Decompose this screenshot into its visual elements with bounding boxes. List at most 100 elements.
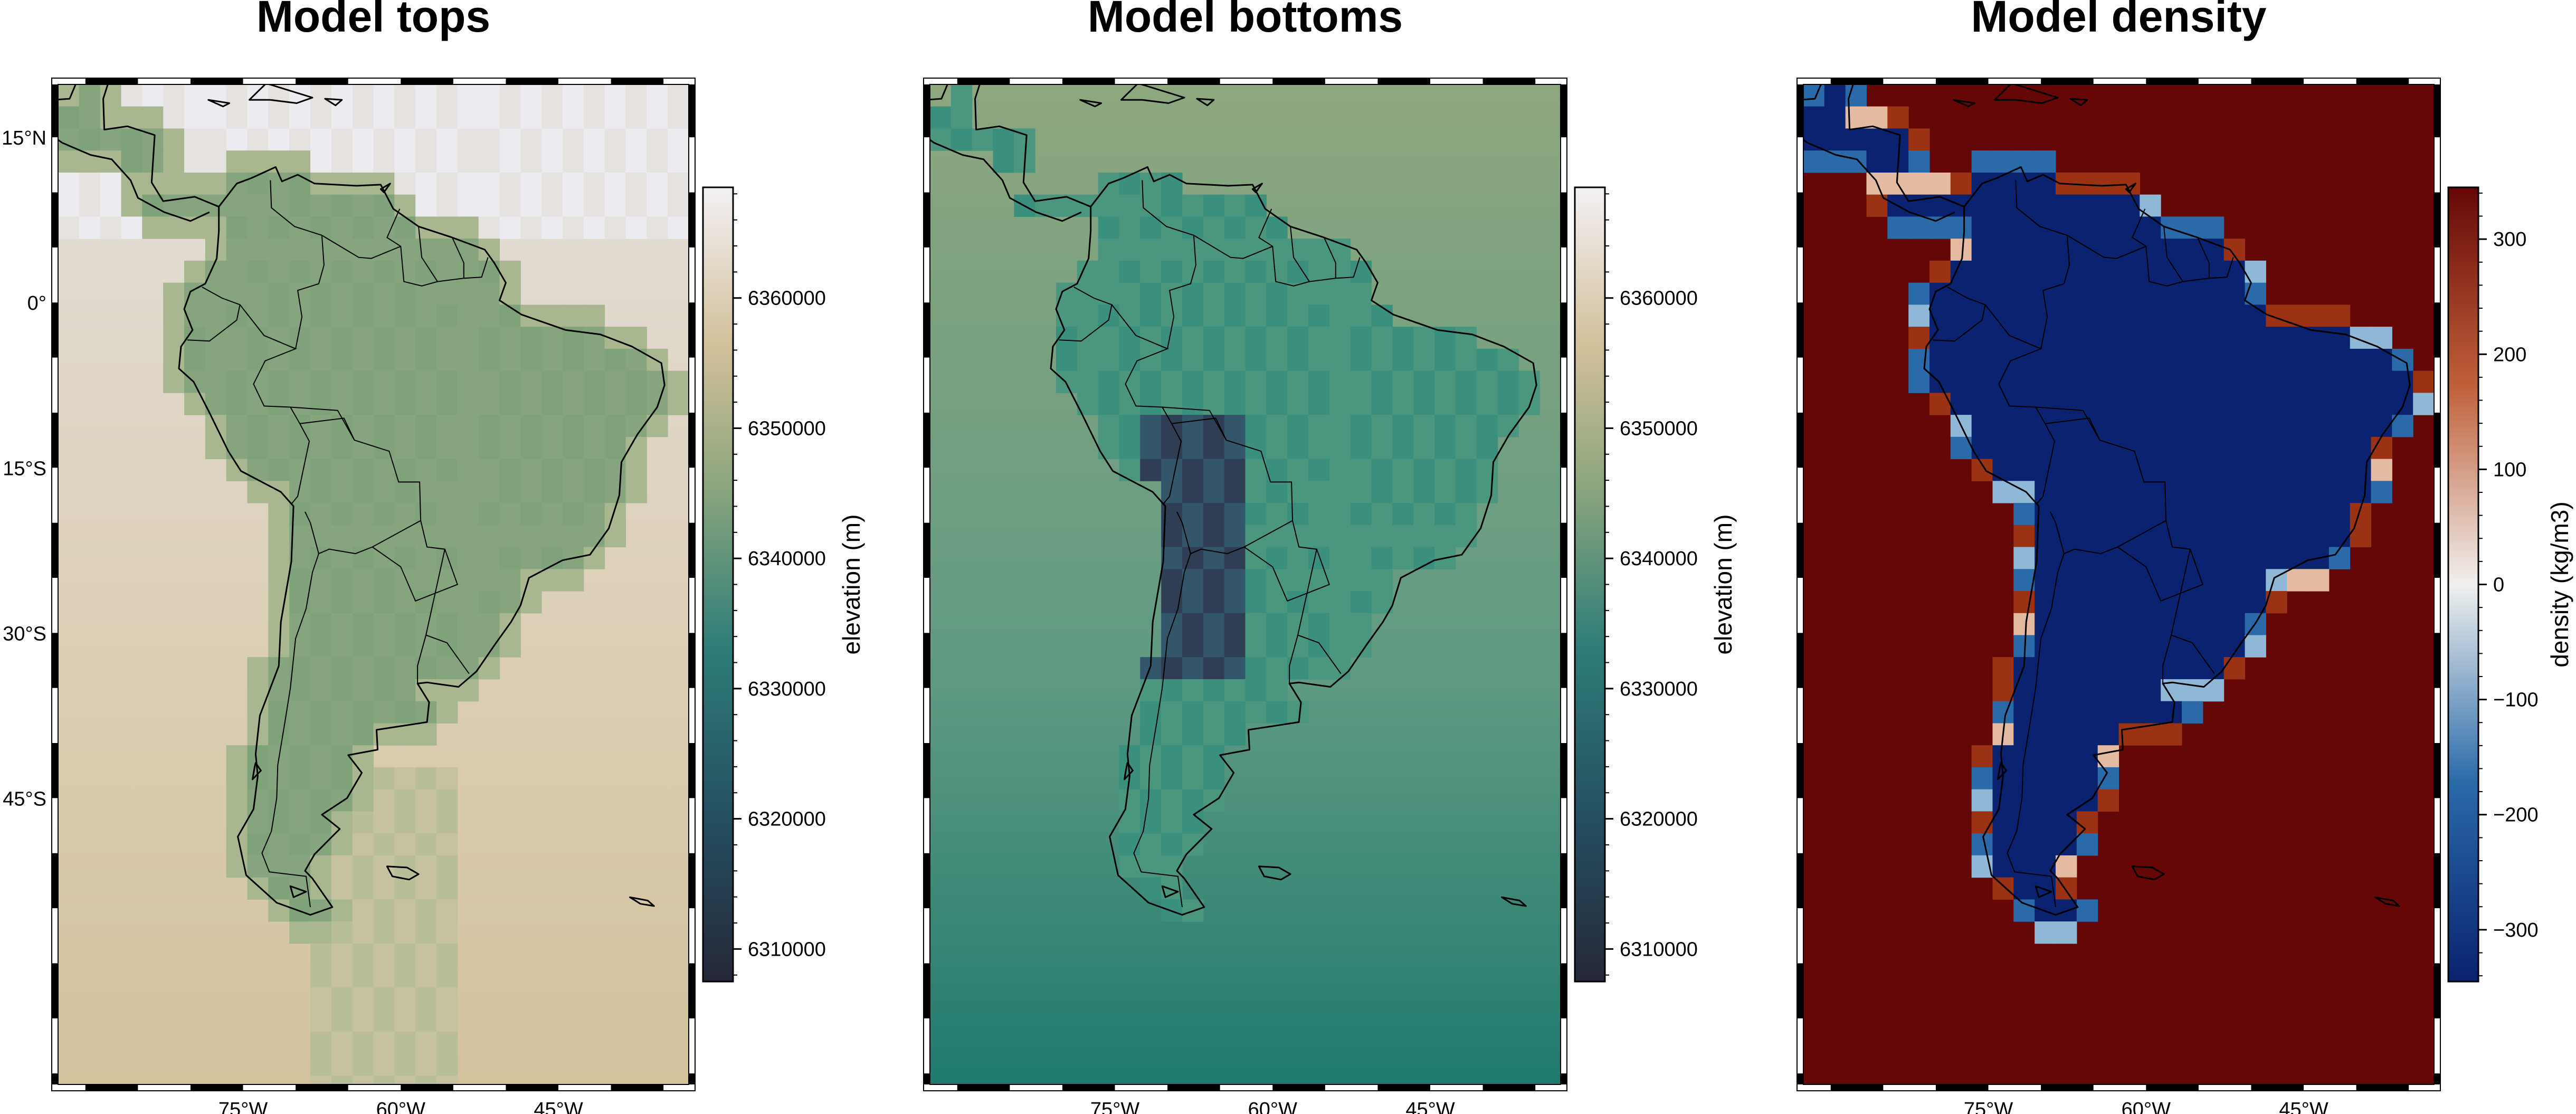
grid-cell xyxy=(993,128,1014,151)
island-coastline xyxy=(252,762,262,780)
country-border xyxy=(1133,553,1191,908)
grid-cell xyxy=(2013,613,2035,636)
grid-cell xyxy=(2140,348,2161,372)
grid-cell xyxy=(1392,503,1414,526)
grid-cell xyxy=(2076,547,2098,569)
colorbar-label: elevation (m) xyxy=(1709,515,1737,655)
grid-cell xyxy=(2287,370,2308,393)
grid-cell xyxy=(310,194,332,217)
grid-cell xyxy=(2118,635,2140,658)
grid-cell xyxy=(1245,679,1267,702)
colorbar-tick-label: 0 xyxy=(2493,574,2504,596)
country-border xyxy=(270,180,325,349)
grid-cell xyxy=(2035,150,2056,173)
grid-cell xyxy=(1392,415,1414,437)
grid-cell xyxy=(2140,459,2161,481)
island-coastline xyxy=(324,98,343,107)
grid-cell xyxy=(226,370,248,393)
grid-cell xyxy=(1140,679,1162,702)
grid-cell xyxy=(436,525,458,548)
grid-cell xyxy=(2076,481,2098,503)
grid-cell xyxy=(1182,679,1204,702)
grid-cell xyxy=(457,239,479,261)
island-coastline xyxy=(207,99,231,108)
grid-cell xyxy=(478,327,500,349)
grid-cell xyxy=(457,150,479,173)
grid-cell xyxy=(394,547,416,569)
grid-cell xyxy=(1119,415,1140,437)
grid-cell xyxy=(373,767,395,790)
grid-cell xyxy=(1140,459,1162,481)
map-frame xyxy=(923,78,1567,1091)
grid-cell xyxy=(1434,415,1456,437)
grid-cell xyxy=(1350,503,1372,526)
grid-cell xyxy=(352,635,374,658)
grid-cell xyxy=(2223,657,2246,680)
grid-cell xyxy=(625,150,647,173)
grid-cell xyxy=(247,173,269,195)
grid-cell xyxy=(352,921,374,944)
grid-cell xyxy=(331,194,353,217)
grid-cell xyxy=(2140,436,2161,460)
grid-cell xyxy=(2161,282,2182,305)
grid-cell xyxy=(394,304,416,327)
grid-cell xyxy=(394,701,416,723)
grid-cell xyxy=(457,459,479,481)
grid-cell xyxy=(331,525,353,548)
grid-cell xyxy=(1203,591,1225,614)
grid-cell xyxy=(2076,723,2098,746)
grid-cell xyxy=(1455,481,1477,503)
grid-cell xyxy=(2118,657,2140,680)
grid-cell xyxy=(415,987,437,1010)
grid-cell xyxy=(2223,348,2246,372)
grid-cell xyxy=(1245,613,1267,636)
grid-cell xyxy=(1098,282,1120,305)
grid-cell xyxy=(310,547,332,569)
grid-cell xyxy=(436,304,458,327)
grid-cell xyxy=(478,239,500,261)
grid-cell xyxy=(352,128,374,151)
grid-cell xyxy=(1992,239,2014,261)
country-borders xyxy=(1932,180,2234,908)
grid-cell xyxy=(1971,789,1993,812)
grid-cell xyxy=(2076,569,2098,592)
grid-cell xyxy=(2056,481,2077,503)
grid-cell xyxy=(1161,679,1183,702)
grid-cell xyxy=(2118,282,2140,305)
grid-cell xyxy=(2056,393,2077,415)
frame-checker xyxy=(1062,1084,1115,1091)
grid-cell xyxy=(1434,503,1456,526)
grid-cell xyxy=(1182,304,1204,327)
grid-cell xyxy=(2223,569,2246,592)
grid-cell xyxy=(394,106,416,129)
grid-cell xyxy=(58,150,80,173)
country-border xyxy=(2067,235,2146,259)
grid-cell xyxy=(668,84,689,107)
grid-cell xyxy=(1182,260,1204,283)
grid-cell xyxy=(247,701,269,723)
grid-cell xyxy=(331,481,353,503)
colorbar-tick-label: 6320000 xyxy=(1620,808,1698,831)
grid-cell xyxy=(1266,327,1288,349)
island-coastline xyxy=(1994,84,2059,104)
grid-cell xyxy=(478,370,500,393)
grid-cell xyxy=(436,547,458,569)
grid-cell xyxy=(2287,436,2308,460)
frame-checker xyxy=(2434,1073,2440,1084)
map-frame xyxy=(51,78,696,1091)
grid-cell xyxy=(310,150,332,173)
grid-cell xyxy=(2035,436,2056,460)
grid-cell xyxy=(436,459,458,481)
grid-cell xyxy=(205,128,227,151)
grid-cell xyxy=(520,459,542,481)
grid-cell xyxy=(373,1031,395,1054)
grid-cell xyxy=(563,128,584,151)
grid-cell xyxy=(331,811,353,834)
frame-checker xyxy=(924,522,930,578)
island-coastline xyxy=(289,885,307,898)
grid-cell xyxy=(1992,327,2014,349)
grid-cell xyxy=(647,216,668,239)
grid-cell xyxy=(541,327,563,349)
grid-cell xyxy=(373,436,395,460)
grid-cell xyxy=(1119,216,1140,239)
